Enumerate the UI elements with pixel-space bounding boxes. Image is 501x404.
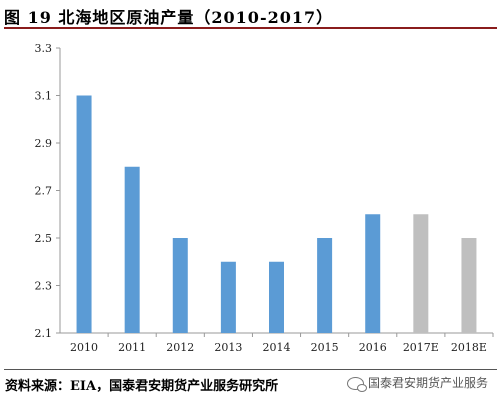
- bar-2018E: [461, 238, 477, 333]
- x-tick-label: 2014: [263, 341, 291, 354]
- bar-series: [76, 95, 477, 333]
- x-axis-ticks: 2010 2011 2012 2013 2014 2015 2016 2017E 2018E: [70, 333, 494, 354]
- source-note: 资料来源：EIA，国泰君安期货产业服务研究所: [5, 379, 279, 394]
- x-tick-label: 2018E: [451, 341, 487, 354]
- bar-2017E: [413, 214, 429, 333]
- watermark: 国泰君安期货产业服务: [347, 374, 489, 392]
- x-tick-label: 2013: [214, 341, 242, 354]
- bar-2012: [172, 238, 188, 333]
- bar-chart: 2.12.32.52.72.93.13.3 2010 2011 2012 2013 20…: [35, 42, 494, 354]
- bar-2016: [365, 214, 381, 333]
- x-tick-label: 2011: [118, 341, 146, 354]
- y-tick-label: 3.3: [35, 42, 53, 55]
- bar-2011: [124, 166, 140, 333]
- bar-2010: [76, 95, 92, 333]
- x-tick-label: 2010: [70, 341, 98, 354]
- x-tick-label: 2015: [311, 341, 339, 354]
- y-tick-label: 2.1: [35, 327, 53, 340]
- y-tick-label: 2.9: [35, 137, 53, 150]
- chart-title: 图 19 北海地区原油产量（2010-2017）: [4, 8, 334, 27]
- bar-2015: [317, 238, 333, 333]
- chat-bubbles-icon: [347, 377, 367, 392]
- y-tick-label: 3.1: [35, 90, 53, 103]
- bar-2013: [220, 261, 236, 333]
- source-divider: [4, 369, 497, 370]
- y-tick-label: 2.3: [35, 280, 53, 293]
- watermark-text: 国泰君安期货产业服务: [368, 376, 489, 390]
- y-axis-ticks: 2.1 2.3 2.5 2.7 2.9 3.1 3.3: [35, 42, 60, 340]
- x-tick-label: 2016: [359, 341, 387, 354]
- x-tick-label: 2017E: [403, 341, 439, 354]
- title-divider: [4, 27, 497, 29]
- y-tick-label: 2.5: [35, 232, 53, 245]
- bar-2014: [269, 261, 284, 333]
- y-tick-label: 2.7: [35, 185, 53, 198]
- x-tick-label: 2012: [166, 341, 194, 354]
